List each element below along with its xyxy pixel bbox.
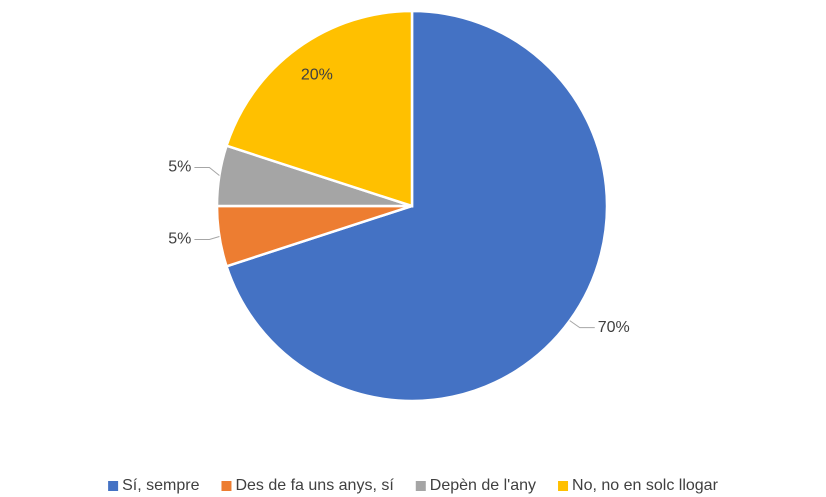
legend-label: No, no en solc llogar	[572, 477, 719, 494]
legend-swatch	[415, 481, 426, 491]
leader-line	[194, 166, 220, 176]
legend-swatch	[558, 481, 569, 491]
legend-swatch	[108, 481, 119, 491]
data-label: 70%	[598, 319, 630, 336]
legend-swatch	[221, 481, 232, 491]
legend-label: Depèn de l'any	[430, 477, 536, 494]
legend-label: Sí, sempre	[122, 477, 199, 494]
data-label: 5%	[168, 159, 191, 176]
data-label: 20%	[301, 66, 333, 83]
legend-label: Des de fa uns anys, sí	[235, 477, 394, 494]
pie-slice	[224, 9, 414, 208]
leader-line	[194, 236, 220, 241]
leader-line	[569, 320, 595, 329]
data-label: 5%	[168, 231, 191, 248]
